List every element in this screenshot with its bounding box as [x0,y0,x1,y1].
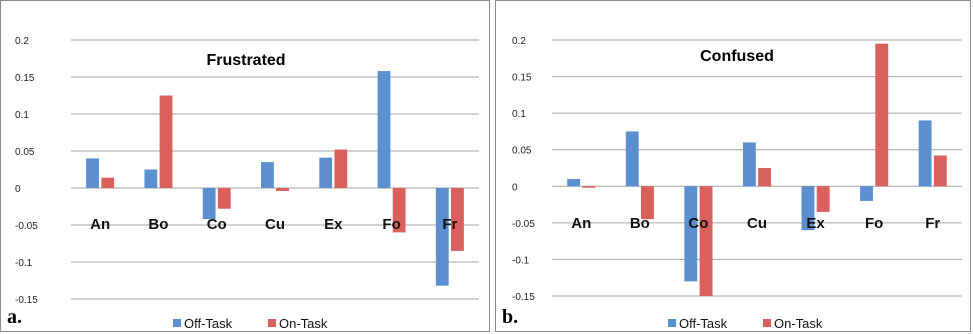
legend: Off-Task On-Task [668,316,823,331]
y-tick-label: -0.05 [512,219,535,230]
legend-swatch-on-task [268,319,276,327]
chart-confused: -0.15 -0.1 -0.05 0 0.05 0.1 0.15 0.2 An Bo Co Cu Ex F… [512,36,962,331]
y-tick-label: 0.1 [15,110,29,121]
bar-off-task-an [86,158,99,188]
y-tick-label: 0.2 [512,36,526,47]
legend-swatch-on-task [763,319,771,327]
chart-title: Confused [700,48,774,65]
legend-label: On-Task [279,316,328,331]
legend-swatch-off-task [173,319,181,327]
y-tick-label: 0.2 [15,36,29,47]
bar-on-task-co [699,186,713,296]
chart-panel-confused: -0.15 -0.1 -0.05 0 0.05 0.1 0.15 0.2 An Bo Co Cu Ex F… [495,0,971,332]
bar-off-task-co [202,188,216,220]
y-tick-label: 0 [512,182,518,193]
y-tick-label: 0.1 [512,109,526,120]
chart-frustrated: -0.15 -0.1 -0.05 0 0.05 0.1 0.15 0.2 An Bo Co Cu Ex F… [15,36,479,331]
gridlines [552,39,962,297]
bar-off-task-co [684,186,698,282]
legend-label: Off-Task [679,316,728,331]
bars [567,43,947,296]
bar-on-task-ex [334,149,348,188]
legend-label: On-Task [774,316,823,331]
bar-off-task-fo [860,186,873,201]
y-tick-label: 0.15 [15,73,35,84]
bar-on-task-an [101,177,115,188]
x-category-label: An [90,216,110,233]
bar-on-task-co [217,188,231,209]
x-category-label: Ex [806,215,825,232]
bar-on-task-bo [641,186,654,220]
y-tick-label: 0.15 [512,73,532,84]
x-category-label: Ex [324,216,343,233]
y-tick-label: 0.05 [15,147,35,158]
bar-off-task-bo [144,169,158,188]
bar-on-task-bo [159,95,173,188]
bar-on-task-fo [875,43,889,187]
bars [86,71,464,286]
x-category-label: Co [688,215,708,232]
chart-title: Frustrated [206,52,285,69]
x-category-label: Fo [865,215,883,232]
x-category-label: Cu [265,216,285,233]
y-tick-label: 0 [15,184,21,195]
y-tick-label: -0.1 [15,258,33,269]
bar-on-task-ex [816,186,830,212]
bar-on-task-cu [758,168,772,187]
bar-off-task-an [567,178,581,187]
x-category-label: Bo [148,216,168,233]
bar-off-task-fr [918,120,932,187]
y-tick-label: 0.05 [512,146,532,157]
chart-panel-frustrated: -0.15 -0.1 -0.05 0 0.05 0.1 0.15 0.2 An Bo Co Cu Ex F… [0,0,490,332]
x-category-label: Fr [442,216,457,233]
x-category-label: An [571,215,591,232]
bar-off-task-cu [261,162,274,188]
x-category-label: Bo [630,215,650,232]
bar-off-task-ex [319,157,333,188]
bar-off-task-cu [742,142,756,187]
legend-label: Off-Task [184,316,233,331]
bar-on-task-fo [392,188,406,233]
bar-off-task-fr [435,188,449,286]
x-category-label: Fo [382,216,400,233]
bar-on-task-fr [933,155,947,187]
gridlines [71,39,479,300]
bar-on-task-an [582,186,596,188]
y-tick-label: -0.05 [15,221,38,232]
x-category-label: Co [207,216,227,233]
legend: Off-Task On-Task [173,316,328,331]
bar-on-task-cu [276,188,289,191]
bar-on-task-fr [451,188,464,251]
panel-label: b. [502,306,519,328]
x-category-label: Fr [925,215,940,232]
x-category-label: Cu [747,215,767,232]
y-tick-label: -0.15 [15,295,38,306]
panel-label: a. [7,306,22,328]
y-tick-label: -0.15 [512,292,535,303]
bar-off-task-fo [377,71,391,188]
legend-swatch-off-task [668,319,676,327]
y-tick-label: -0.1 [512,255,530,266]
bar-off-task-ex [801,186,815,231]
bar-off-task-bo [625,131,639,187]
